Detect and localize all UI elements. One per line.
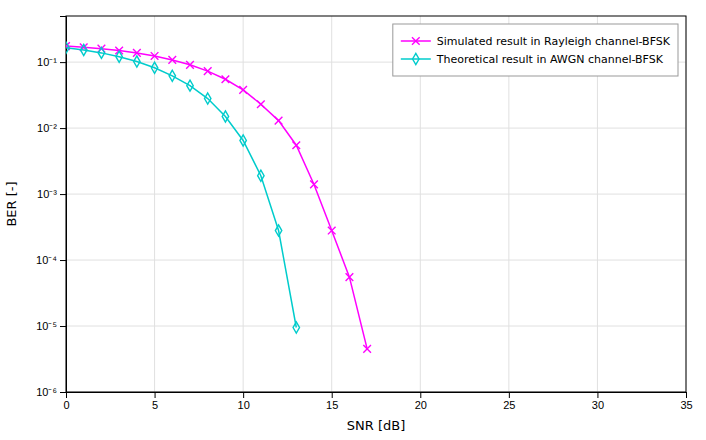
series-marker xyxy=(66,42,69,53)
grid-line-y xyxy=(66,194,686,195)
x-tick-mark xyxy=(686,392,687,398)
x-tick-mark xyxy=(420,392,421,398)
series-marker xyxy=(187,80,193,91)
grid xyxy=(66,16,686,392)
series-marker xyxy=(168,56,176,64)
series-marker xyxy=(275,117,283,125)
series-marker xyxy=(239,86,247,94)
x-tick-label: 15 xyxy=(326,399,338,411)
y-tick: 10⁻⁴ xyxy=(36,254,66,266)
grid-line-x xyxy=(331,16,332,392)
grid-line-y xyxy=(66,128,686,129)
series-line xyxy=(66,48,296,328)
series-marker xyxy=(258,170,264,181)
x-tick-mark xyxy=(509,392,510,398)
series-marker xyxy=(169,70,175,81)
series-marker xyxy=(292,141,300,149)
legend-item: Simulated result in Rayleigh channel-BFS… xyxy=(401,35,671,48)
x-axis: 0 5 10 15 20 25 30 35 xyxy=(63,392,692,411)
y-tick: 10⁻¹ xyxy=(37,56,66,68)
y-tick-label: 10⁻² xyxy=(37,122,57,134)
series-marker xyxy=(204,67,212,75)
series-marker xyxy=(151,62,157,73)
series-marker xyxy=(275,225,281,236)
y-tick: 10⁻⁶ xyxy=(36,386,66,398)
series-marker xyxy=(346,273,354,281)
plot: 0 5 10 15 20 25 30 35 10⁻⁶ 10⁻⁵ 10⁻⁴ 10⁻³ 10⁻² 10⁻¹ Si… xyxy=(36,16,693,411)
series-line xyxy=(66,46,367,349)
series-marker xyxy=(222,111,228,122)
x-tick-mark xyxy=(243,392,244,398)
x-tick-mark xyxy=(332,392,333,398)
legend-swatch-marker xyxy=(412,37,420,45)
legend-swatch-line xyxy=(401,58,431,60)
grid-line-y xyxy=(66,260,686,261)
y-tick-mark xyxy=(60,326,66,327)
series-marker xyxy=(186,61,194,69)
y-tick-label: 10⁻⁴ xyxy=(36,254,57,266)
x-tick-label: 25 xyxy=(503,399,515,411)
data-layer xyxy=(66,42,371,353)
series-marker xyxy=(363,345,371,353)
y-tick-mark xyxy=(60,392,66,393)
series-marker xyxy=(116,51,122,62)
series-marker xyxy=(134,56,140,67)
legend-frame xyxy=(393,24,678,76)
legend-swatch-marker xyxy=(413,53,419,64)
series-marker xyxy=(328,227,336,235)
x-tick: 30 xyxy=(592,392,604,411)
series-marker xyxy=(204,93,210,104)
x-tick-label: 5 xyxy=(152,399,158,411)
y-tick-label: 10⁻⁶ xyxy=(36,386,57,398)
x-axis-title: SNR [dB] xyxy=(347,418,405,433)
y-tick-label: 10⁻³ xyxy=(37,188,57,200)
legend: Simulated result in Rayleigh channel-BFS… xyxy=(393,24,678,76)
x-tick-label: 20 xyxy=(415,399,427,411)
y-tick-label: 10⁻⁵ xyxy=(36,320,57,332)
x-tick-label: 35 xyxy=(680,399,692,411)
y-axis: 10⁻⁶ 10⁻⁵ 10⁻⁴ 10⁻³ 10⁻² 10⁻¹ xyxy=(36,17,66,399)
series-marker xyxy=(98,47,104,58)
x-axis-line xyxy=(67,393,687,399)
series-marker xyxy=(240,135,246,146)
x-tick: 10 xyxy=(238,392,250,411)
x-tick-label: 10 xyxy=(238,399,250,411)
legend-label: Simulated result in Rayleigh channel-BFS… xyxy=(437,35,671,48)
plot-frame xyxy=(66,16,686,392)
series-marker xyxy=(151,52,159,60)
series-marker xyxy=(257,100,265,108)
x-tick: 35 xyxy=(680,392,692,411)
x-tick: 25 xyxy=(503,392,515,411)
x-tick-label: 30 xyxy=(592,399,604,411)
y-axis-title: BER [-] xyxy=(4,181,19,226)
legend-label: Theoretical result in AWGN channel-BFSK xyxy=(436,53,664,66)
series-marker xyxy=(80,44,86,55)
series-marker xyxy=(222,75,230,83)
y-tick: 10⁻² xyxy=(37,122,66,134)
y-tick: 10⁻³ xyxy=(37,188,66,200)
legend-item: Theoretical result in AWGN channel-BFSK xyxy=(401,53,664,66)
y-tick-mark xyxy=(60,128,66,129)
x-tick: 20 xyxy=(415,392,427,411)
y-axis-line xyxy=(60,17,67,393)
x-tick: 15 xyxy=(326,392,338,411)
y-tick-mark xyxy=(60,62,66,63)
grid-line-y xyxy=(66,326,686,327)
y-tick: 10⁻⁵ xyxy=(36,320,66,332)
series-marker xyxy=(310,181,318,189)
series-marker xyxy=(293,322,299,333)
y-tick-label: 10⁻¹ xyxy=(37,56,57,68)
x-tick-mark xyxy=(155,392,156,398)
grid-line-x xyxy=(243,16,244,392)
x-tick-label: 0 xyxy=(63,399,69,411)
chart: 0 5 10 15 20 25 30 35 10⁻⁶ 10⁻⁵ 10⁻⁴ 10⁻³ 10⁻² 10⁻¹ Si… xyxy=(0,0,706,440)
x-tick: 0 xyxy=(63,392,69,411)
y-tick-mark xyxy=(60,260,66,261)
x-tick: 5 xyxy=(152,392,158,411)
y-tick-mark xyxy=(60,194,66,195)
x-tick-mark xyxy=(597,392,598,398)
